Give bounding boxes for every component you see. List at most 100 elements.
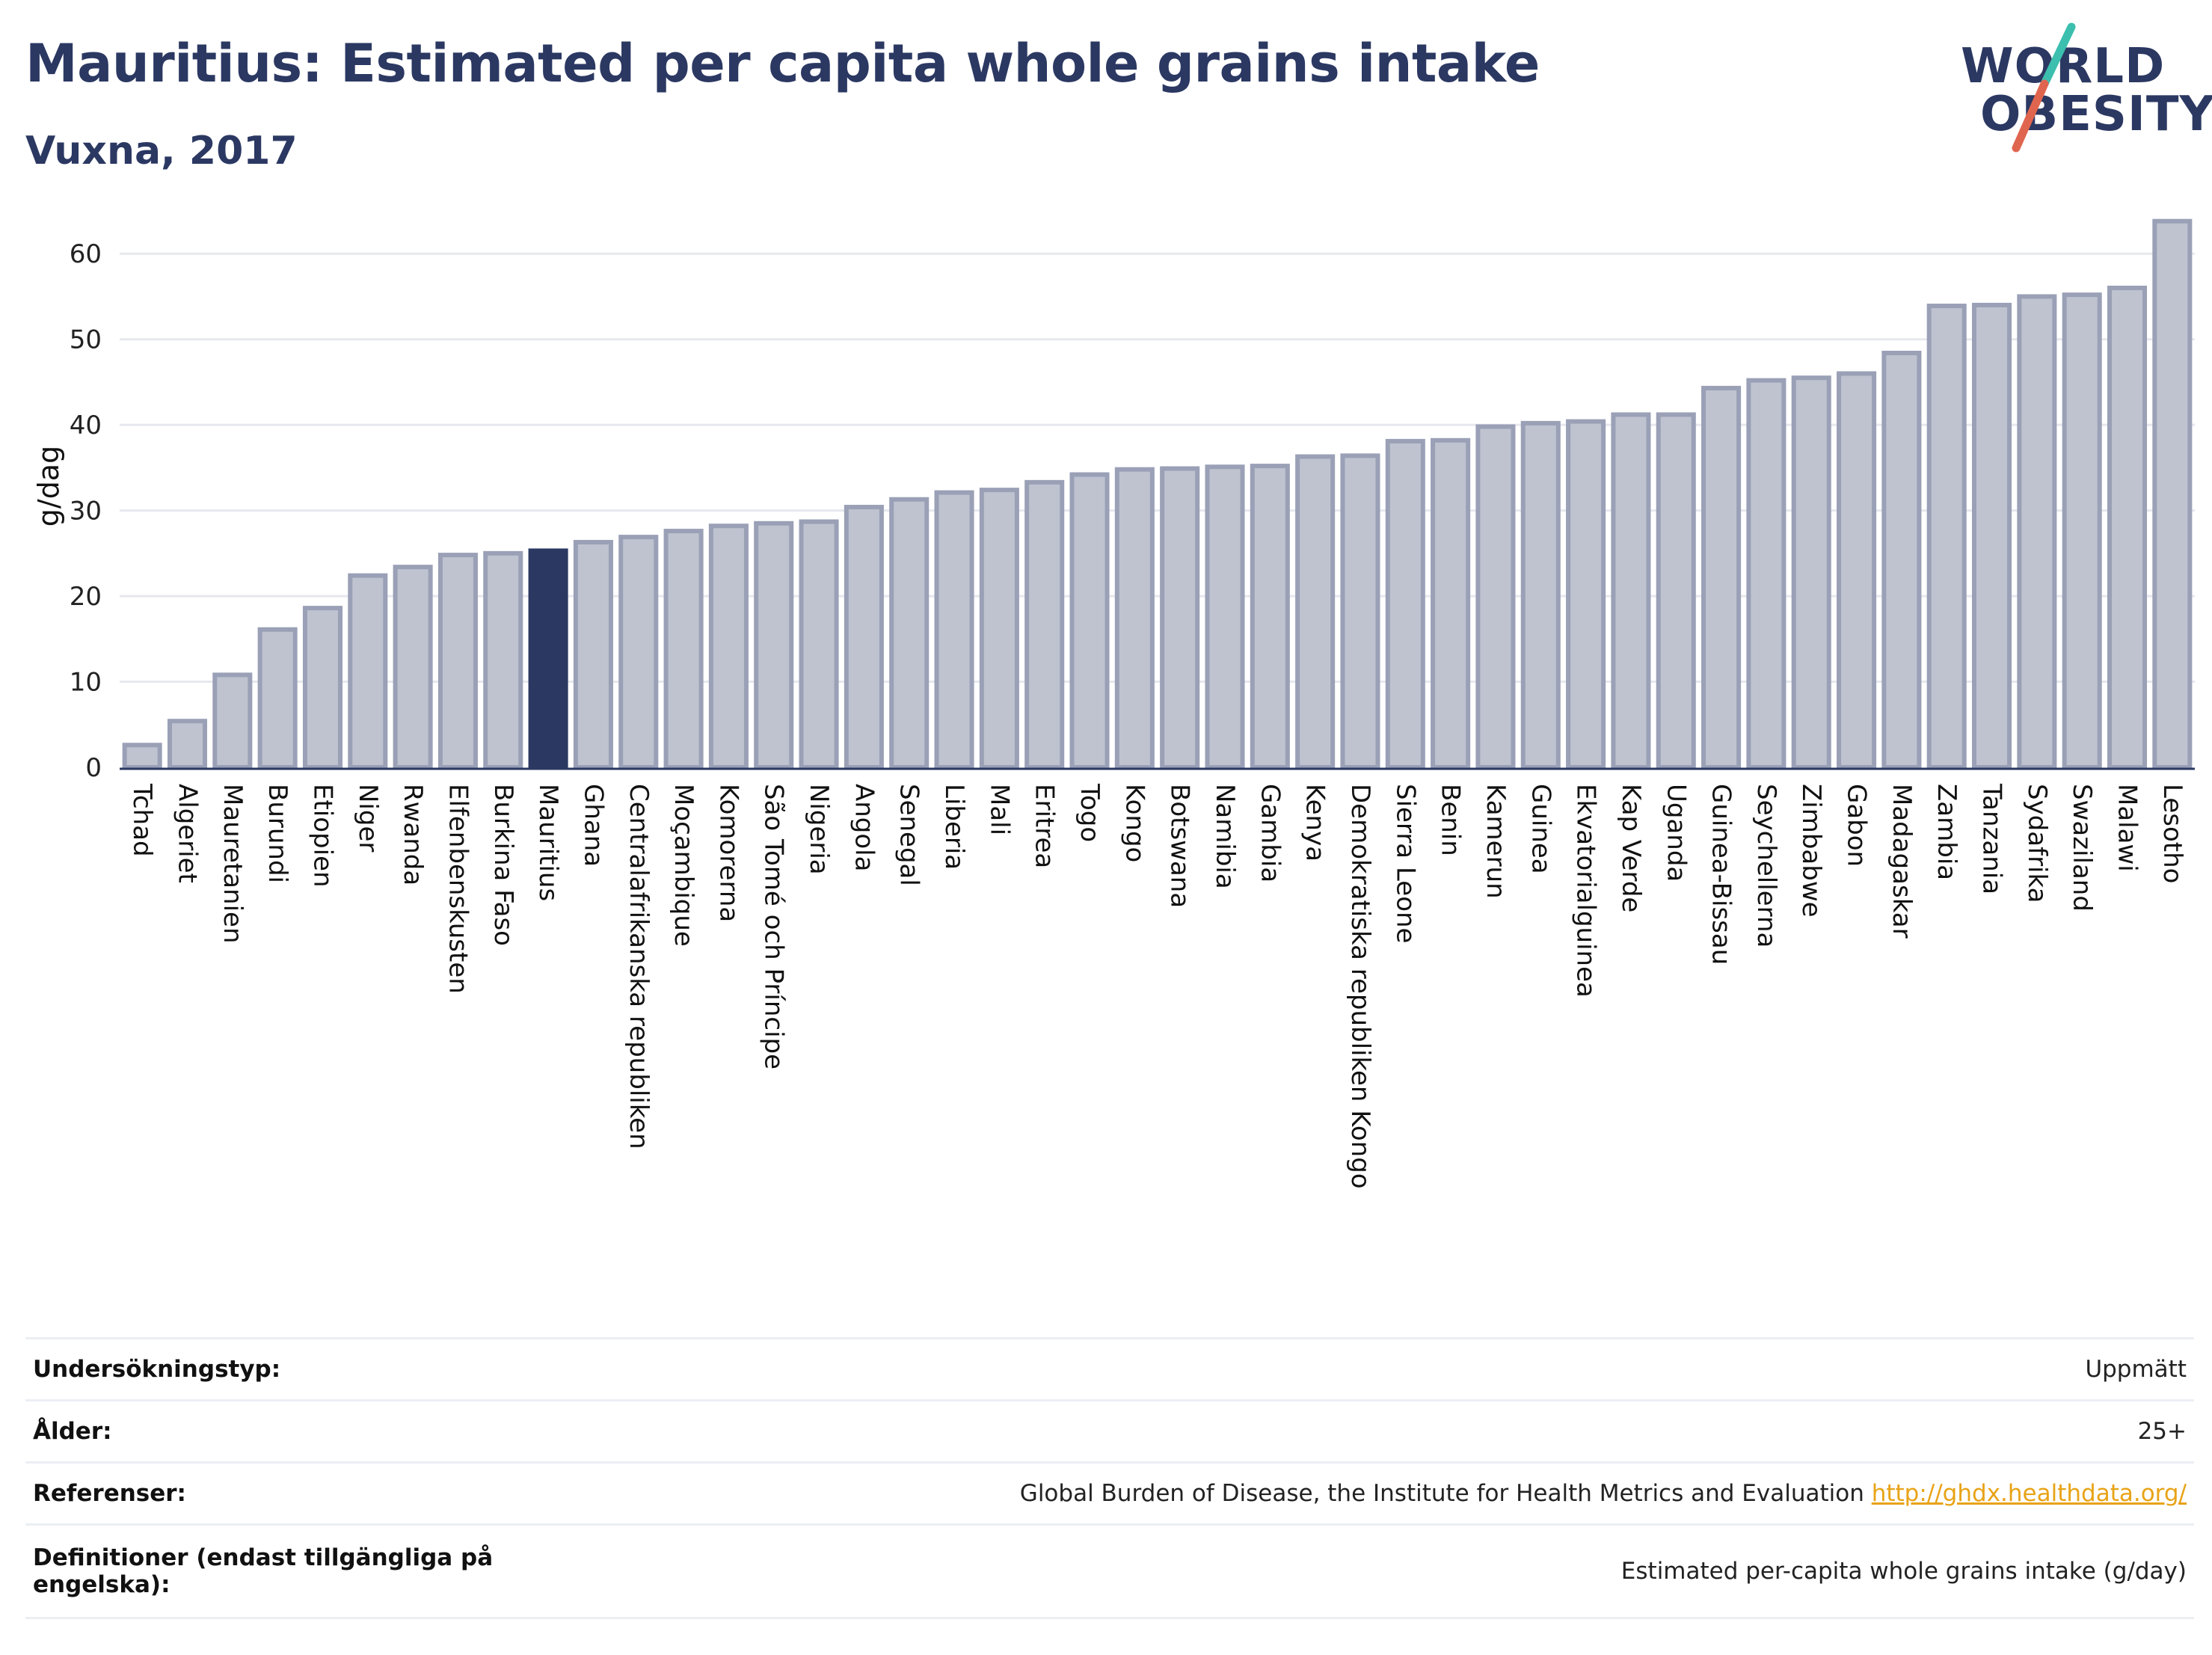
bar-tchad[interactable] bbox=[122, 743, 162, 770]
x-tick-label: Botswana bbox=[1165, 784, 1195, 908]
x-tick-label: Senegal bbox=[894, 784, 924, 886]
bar-kamerun[interactable] bbox=[1475, 424, 1516, 770]
bar-seychellerna[interactable] bbox=[1746, 378, 1787, 770]
x-tick-label: Zimbabwe bbox=[1796, 784, 1826, 918]
bar-togo[interactable] bbox=[1069, 472, 1110, 770]
x-tick-label: Elfenbenskusten bbox=[443, 784, 473, 994]
x-tick-label: Moçambique bbox=[669, 784, 698, 947]
bar-rwanda[interactable] bbox=[393, 565, 433, 770]
bar-zambia[interactable] bbox=[1926, 304, 1967, 770]
bar-nigeria[interactable] bbox=[799, 519, 839, 770]
info-label: Ålder: bbox=[25, 1399, 579, 1463]
y-axis-label: g/dag bbox=[32, 446, 65, 526]
x-tick-label: Tanzania bbox=[1977, 783, 2007, 894]
info-label: Undersökningstyp: bbox=[25, 1337, 579, 1401]
bar-s-o-tom-och-pr-ncipe[interactable] bbox=[754, 521, 794, 770]
y-tick-label: 40 bbox=[70, 411, 102, 440]
bar-uganda[interactable] bbox=[1656, 412, 1696, 770]
world-obesity-logo[interactable]: WORLD OBESITY bbox=[1944, 22, 2212, 157]
bar-mauretanien[interactable] bbox=[212, 672, 253, 770]
bar-lesotho[interactable] bbox=[2152, 218, 2193, 770]
x-tick-label: Mauritius bbox=[533, 784, 563, 901]
info-value: Global Burden of Disease, the Institute … bbox=[1019, 1480, 1864, 1507]
info-value: Estimated per-capita whole grains intake… bbox=[579, 1523, 2194, 1619]
bar-mo-ambique[interactable] bbox=[663, 529, 704, 770]
info-row-references: Referenser: Global Burden of Disease, th… bbox=[25, 1461, 2194, 1525]
x-tick-label: Mali bbox=[984, 784, 1014, 835]
bar-burundi[interactable] bbox=[257, 627, 298, 770]
x-tick-label: Tchad bbox=[127, 783, 157, 857]
page-title: Mauritius: Estimated per capita whole gr… bbox=[25, 33, 1540, 94]
bar-niger[interactable] bbox=[348, 573, 388, 770]
bar-zimbabwe[interactable] bbox=[1791, 375, 1831, 770]
x-tick-label: Ekvatorialguinea bbox=[1571, 784, 1601, 998]
x-tick-label: Komorerna bbox=[713, 784, 743, 922]
x-tick-label: Gabon bbox=[1842, 784, 1872, 867]
x-tick-label: Kap Verde bbox=[1616, 784, 1646, 912]
logo-slash-icon bbox=[2012, 22, 2076, 153]
bar-senegal[interactable] bbox=[889, 497, 930, 770]
x-tick-label: Malawi bbox=[2113, 784, 2142, 872]
bar-gabon[interactable] bbox=[1837, 371, 1877, 770]
bar-elfenbenskusten[interactable] bbox=[437, 553, 478, 770]
x-tick-label: Madagaskar bbox=[1887, 784, 1917, 939]
bar-tanzania[interactable] bbox=[1972, 302, 2012, 770]
bar-mauritius[interactable] bbox=[528, 548, 568, 770]
bar-komorerna[interactable] bbox=[708, 523, 749, 770]
x-tick-label: Guinea bbox=[1526, 784, 1555, 874]
bar-swaziland[interactable] bbox=[2062, 292, 2102, 770]
reference-link[interactable]: http://ghdx.healthdata.org/ bbox=[1871, 1480, 2187, 1507]
x-tick-label: Demokratiska republiken Kongo bbox=[1345, 784, 1375, 1189]
x-tick-label: Nigeria bbox=[804, 784, 834, 875]
x-tick-label: Gambia bbox=[1255, 784, 1285, 882]
x-tick-label: Sierra Leone bbox=[1390, 784, 1420, 943]
bar-demokratiska-republiken-kongo[interactable] bbox=[1340, 453, 1380, 770]
bar-algeriet[interactable] bbox=[167, 719, 208, 770]
info-row-definitions: Definitioner (endast tillgängliga på eng… bbox=[25, 1523, 2194, 1619]
x-tick-label: Lesotho bbox=[2157, 784, 2187, 883]
x-tick-label: Sydafrika bbox=[2022, 784, 2052, 903]
x-tick-label: Kenya bbox=[1300, 784, 1330, 862]
bar-centralafrikanska-republiken[interactable] bbox=[618, 535, 659, 770]
x-tick-label: Mauretanien bbox=[218, 784, 248, 944]
bar-eritrea[interactable] bbox=[1024, 479, 1065, 770]
x-tick-label: Kamerun bbox=[1481, 784, 1511, 899]
bar-kap-verde[interactable] bbox=[1611, 412, 1651, 770]
bar-burkina-faso[interactable] bbox=[483, 550, 523, 770]
x-tick-label: Guinea-Bissau bbox=[1706, 784, 1736, 965]
y-tick-label: 30 bbox=[70, 497, 102, 526]
y-axis-ticks: 0 10 20 30 40 50 60 bbox=[70, 239, 102, 783]
bar-gambia[interactable] bbox=[1250, 464, 1290, 770]
x-tick-label: Seychellerna bbox=[1751, 784, 1781, 948]
bar-liberia[interactable] bbox=[934, 490, 974, 770]
bar-ghana[interactable] bbox=[573, 539, 613, 770]
bar-botswana[interactable] bbox=[1160, 466, 1200, 770]
bar-angola[interactable] bbox=[844, 505, 884, 770]
bar-guinea[interactable] bbox=[1520, 420, 1561, 770]
bar-guinea-bissau[interactable] bbox=[1701, 385, 1742, 770]
info-label: Referenser: bbox=[25, 1461, 579, 1525]
bar-madagaskar[interactable] bbox=[1881, 351, 1922, 770]
info-row-age: Ålder: 25+ bbox=[25, 1399, 2194, 1463]
x-tick-label: Niger bbox=[353, 784, 383, 852]
bar-mali[interactable] bbox=[979, 488, 1019, 770]
y-tick-label: 0 bbox=[85, 753, 102, 783]
bar-malawi[interactable] bbox=[2107, 286, 2148, 770]
bar-sierra-leone[interactable] bbox=[1385, 438, 1425, 770]
y-tick-label: 60 bbox=[70, 239, 102, 269]
bar-sydafrika[interactable] bbox=[2017, 294, 2057, 770]
x-tick-label: Etiopien bbox=[307, 784, 337, 888]
bar-namibia[interactable] bbox=[1205, 464, 1245, 770]
x-tick-label: Uganda bbox=[1661, 784, 1691, 882]
bars bbox=[122, 218, 2193, 770]
bar-etiopien[interactable] bbox=[302, 606, 342, 770]
x-tick-label: Rwanda bbox=[398, 784, 428, 885]
bar-kongo[interactable] bbox=[1114, 467, 1155, 770]
bar-kenya[interactable] bbox=[1295, 454, 1336, 770]
page-subtitle: Vuxna, 2017 bbox=[25, 129, 298, 174]
x-tick-label: Benin bbox=[1436, 784, 1466, 856]
bar-ekvatorialguinea[interactable] bbox=[1566, 419, 1606, 770]
bar-benin[interactable] bbox=[1431, 437, 1471, 770]
x-tick-label: São Tomé och Príncipe bbox=[759, 784, 789, 1069]
info-table: Undersökningstyp: Uppmätt Ålder: 25+ Ref… bbox=[25, 1337, 2194, 1619]
